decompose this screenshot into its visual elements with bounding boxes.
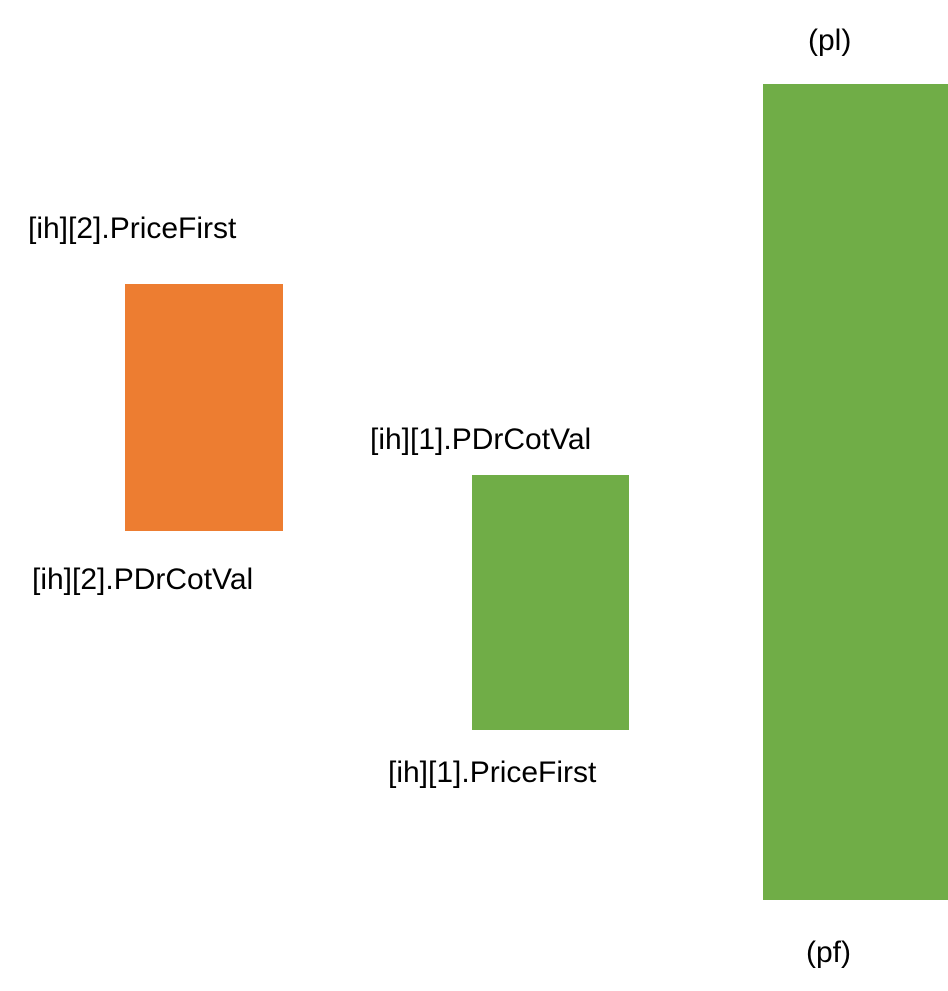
pf-label: (pf) <box>806 936 851 969</box>
ih1-price-first-label: [ih][1].PriceFirst <box>388 756 597 789</box>
ih2-pdrcotval-label: [ih][2].PDrCotVal <box>32 563 254 596</box>
pl-pf-range-block <box>763 84 948 900</box>
pl-label: (pl) <box>808 24 852 57</box>
ih1-pdrcotval-label: [ih][1].PDrCotVal <box>370 423 592 456</box>
ih2-price-block <box>125 284 283 531</box>
ih1-price-block <box>472 475 629 730</box>
ih2-price-first-label: [ih][2].PriceFirst <box>28 212 237 245</box>
